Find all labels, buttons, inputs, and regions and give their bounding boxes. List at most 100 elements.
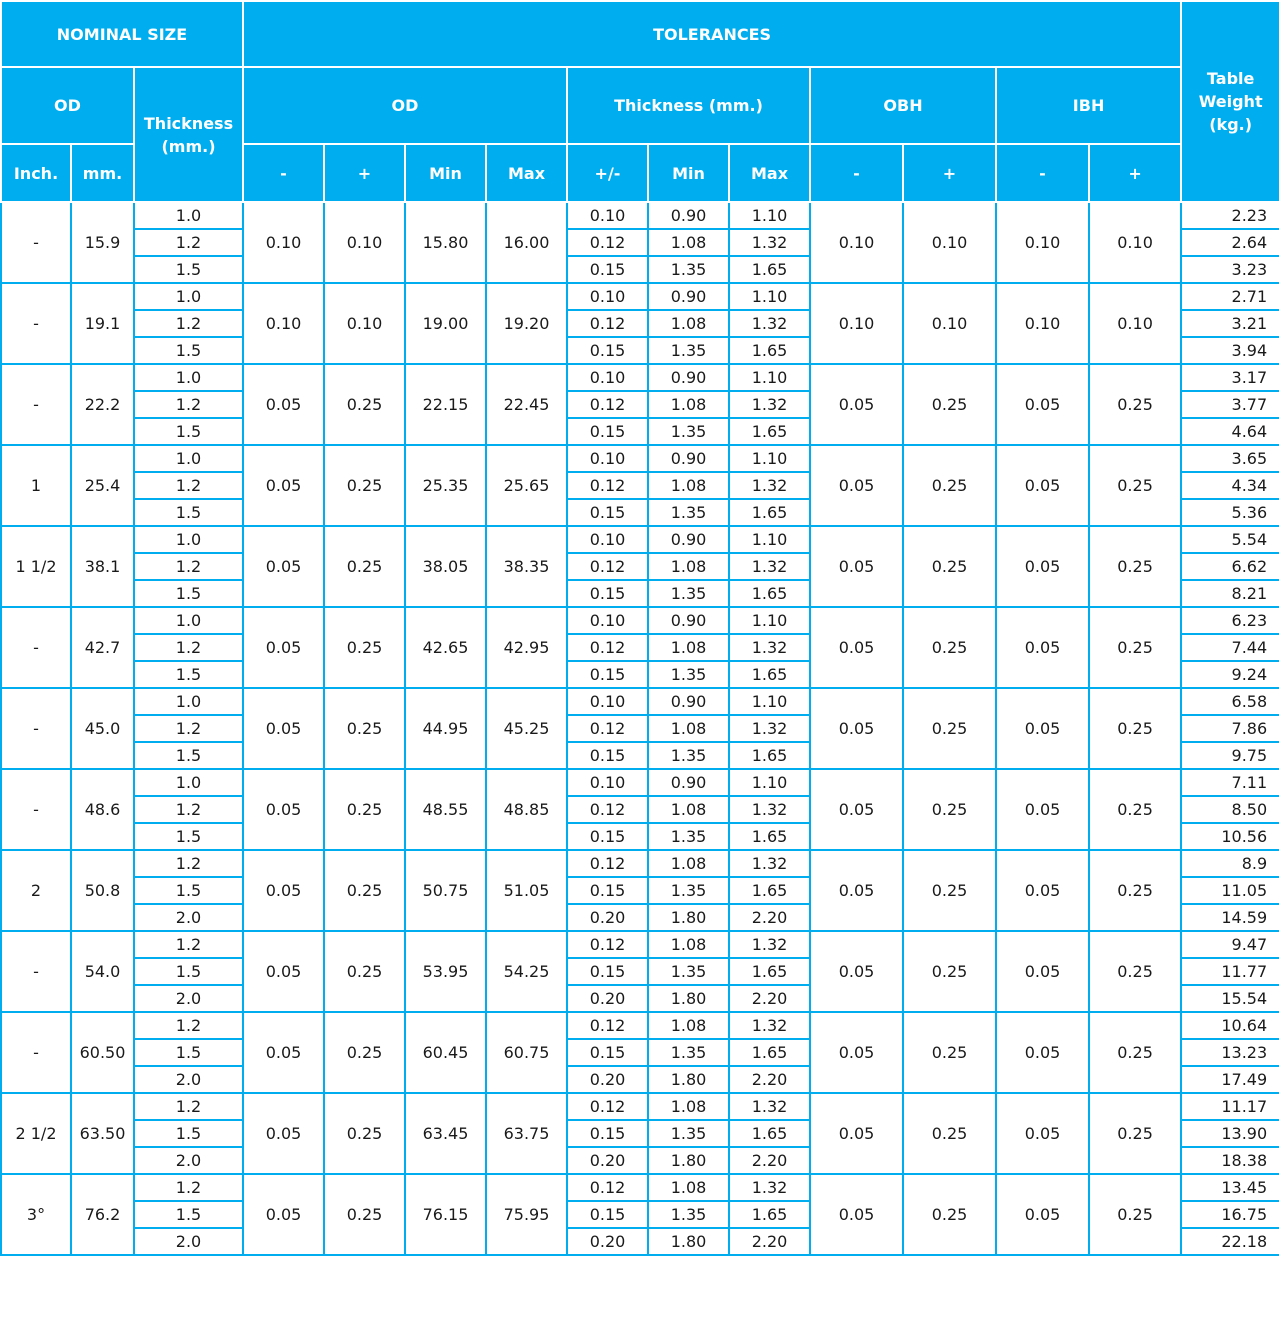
- od-plus-cell: 0.25: [323, 687, 406, 770]
- od-min-cell: 19.00: [404, 282, 487, 365]
- thickness-cell: 1.0: [133, 606, 244, 635]
- thickness-max-cell: 1.65: [728, 1038, 811, 1067]
- table-row: 1.2 0.12 1.08 1.32 4.34: [1, 471, 1279, 500]
- thickness-cell: 1.0: [133, 363, 244, 392]
- thickness-plusminus-header: +/-: [566, 143, 649, 203]
- thickness-max-cell: 1.32: [728, 1092, 811, 1121]
- thickness-max-cell: 1.65: [728, 498, 811, 527]
- thickness-max-cell: 1.32: [728, 849, 811, 878]
- thickness-max-cell: 2.20: [728, 984, 811, 1013]
- thickness-min-cell: 1.08: [647, 1011, 730, 1040]
- weight-cell: 5.36: [1180, 498, 1279, 527]
- ibh-minus-cell: 0.05: [995, 1011, 1090, 1094]
- table-row: 2 50.8 1.2 0.05 0.25 50.75 51.05 0.12 1.08 1.32 0.…: [0, 849, 1279, 932]
- od-max-cell: 75.95: [485, 1173, 568, 1256]
- od-min-cell: 60.45: [404, 1011, 487, 1094]
- thickness-tolerance-cell: 0.15: [566, 957, 649, 986]
- weight-cell: 3.17: [1180, 363, 1279, 392]
- od-minus-cell: 0.05: [242, 687, 325, 770]
- thickness-min-cell: 0.90: [647, 768, 730, 797]
- inch-header: Inch.: [0, 143, 72, 203]
- thickness-tolerance-cell: 0.20: [566, 903, 649, 932]
- thickness-max-cell: 1.32: [728, 633, 811, 662]
- thickness-header: Thickness (mm.): [133, 66, 244, 203]
- table-row: 2 1/2 63.50 1.2 0.05 0.25 63.45 63.75 0.12 1.08 1…: [0, 1092, 1279, 1175]
- thickness-cell: 1.0: [133, 444, 244, 473]
- table-row: 1.5 0.15 1.35 1.65 11.77: [1, 957, 1279, 986]
- thickness-cell: 1.5: [133, 660, 244, 689]
- weight-cell: 10.56: [1180, 822, 1279, 851]
- table-row: 1.2 0.12 1.08 1.32 7.44: [1, 633, 1279, 662]
- table-row: 1.2 0.12 1.08 1.32 7.86: [1, 714, 1279, 743]
- table-row: -60.50 1.2 0.05 0.25 60.45 60.75 0.12 1.08 1.32 0…: [0, 1011, 1279, 1094]
- tube-tolerance-table: NOMINAL SIZE TOLERANCES Table Weight (kg…: [0, 0, 1279, 1256]
- od-max-cell: 25.65: [485, 444, 568, 527]
- thickness-min-cell: 1.35: [647, 822, 730, 851]
- table-row: 2.0 0.20 1.80 2.20 14.59: [1, 903, 1279, 932]
- ibh-plus-header: +: [1087, 143, 1183, 203]
- od-minus-cell: 0.05: [242, 1092, 325, 1175]
- thickness-min-cell: 1.35: [647, 498, 730, 527]
- ibh-plus-cell: 0.25: [1087, 606, 1183, 689]
- od-min-cell: 38.05: [404, 525, 487, 608]
- mm-cell: 22.2: [70, 363, 135, 446]
- inch-cell: -: [0, 201, 72, 284]
- obh-minus-cell: 0.05: [809, 1092, 904, 1175]
- thickness-min-cell: 0.90: [647, 363, 730, 392]
- od-plus-header: +: [323, 143, 406, 203]
- od-plus-cell: 0.25: [323, 768, 406, 851]
- obh-plus-cell: 0.25: [902, 606, 997, 689]
- table-row: 1 25.4 1.0 0.05 0.25 25.35 25.65 0.10 0.90 1.10 0.…: [0, 444, 1279, 527]
- weight-cell: 13.23: [1180, 1038, 1279, 1067]
- thickness-max-cell: 1.10: [728, 282, 811, 311]
- thickness-min-cell: 1.08: [647, 309, 730, 338]
- thickness-tolerance-cell: 0.12: [566, 471, 649, 500]
- thickness-min-cell: 0.90: [647, 201, 730, 230]
- od-plus-cell: 0.25: [323, 444, 406, 527]
- table-row: 1.2 0.12 1.08 1.32 3.77: [1, 390, 1279, 419]
- thickness-max-cell: 1.10: [728, 363, 811, 392]
- table-row: 1.5 0.15 1.35 1.65 13.23: [1, 1038, 1279, 1067]
- obh-plus-cell: 0.10: [902, 201, 997, 284]
- ibh-minus-header: -: [995, 143, 1090, 203]
- thickness-max-cell: 1.32: [728, 471, 811, 500]
- thickness-cell: 1.5: [133, 336, 244, 365]
- thickness-min-cell: 1.08: [647, 1173, 730, 1202]
- thickness-min-cell: 0.90: [647, 687, 730, 716]
- thickness-max-cell: 1.10: [728, 444, 811, 473]
- inch-cell: -: [0, 363, 72, 446]
- weight-cell: 7.11: [1180, 768, 1279, 797]
- ibh-plus-cell: 0.10: [1087, 201, 1183, 284]
- thickness-min-cell: 1.80: [647, 1146, 730, 1175]
- mm-cell: 15.9: [70, 201, 135, 284]
- thickness-cell: 1.2: [133, 714, 244, 743]
- obh-minus-cell: 0.05: [809, 1011, 904, 1094]
- od-max-cell: 22.45: [485, 363, 568, 446]
- od-plus-cell: 0.10: [323, 282, 406, 365]
- obh-minus-cell: 0.05: [809, 606, 904, 689]
- thickness-max-cell: 1.32: [728, 552, 811, 581]
- thickness-max-cell: 1.32: [728, 1011, 811, 1040]
- table-row: -15.9 1.0 0.10 0.10 15.80 16.00 0.10 0.90 1.10 0.…: [0, 201, 1279, 284]
- thickness-max-cell: 2.20: [728, 1146, 811, 1175]
- ibh-minus-cell: 0.05: [995, 606, 1090, 689]
- thickness-tolerance-cell: 0.12: [566, 633, 649, 662]
- thickness-min-cell: 1.35: [647, 741, 730, 770]
- thickness-max-cell: 1.65: [728, 1119, 811, 1148]
- thickness-cell: 1.2: [133, 552, 244, 581]
- table-row: 1.5 0.15 1.35 1.65 9.24: [1, 660, 1279, 689]
- od-tolerance-header: OD: [242, 66, 568, 145]
- table-weight-header: Table Weight (kg.): [1180, 0, 1279, 203]
- thickness-tolerance-cell: 0.10: [566, 363, 649, 392]
- table-row: 1.5 0.15 1.35 1.65 13.90: [1, 1119, 1279, 1148]
- weight-cell: 9.24: [1180, 660, 1279, 689]
- thickness-tolerance-cell: 0.20: [566, 1146, 649, 1175]
- obh-plus-cell: 0.25: [902, 1173, 997, 1256]
- weight-cell: 11.17: [1180, 1092, 1279, 1121]
- ibh-minus-cell: 0.05: [995, 768, 1090, 851]
- weight-cell: 6.23: [1180, 606, 1279, 635]
- thickness-min-cell: 1.35: [647, 579, 730, 608]
- mm-cell: 63.50: [70, 1092, 135, 1175]
- obh-minus-cell: 0.05: [809, 930, 904, 1013]
- thickness-max-cell: 1.65: [728, 255, 811, 284]
